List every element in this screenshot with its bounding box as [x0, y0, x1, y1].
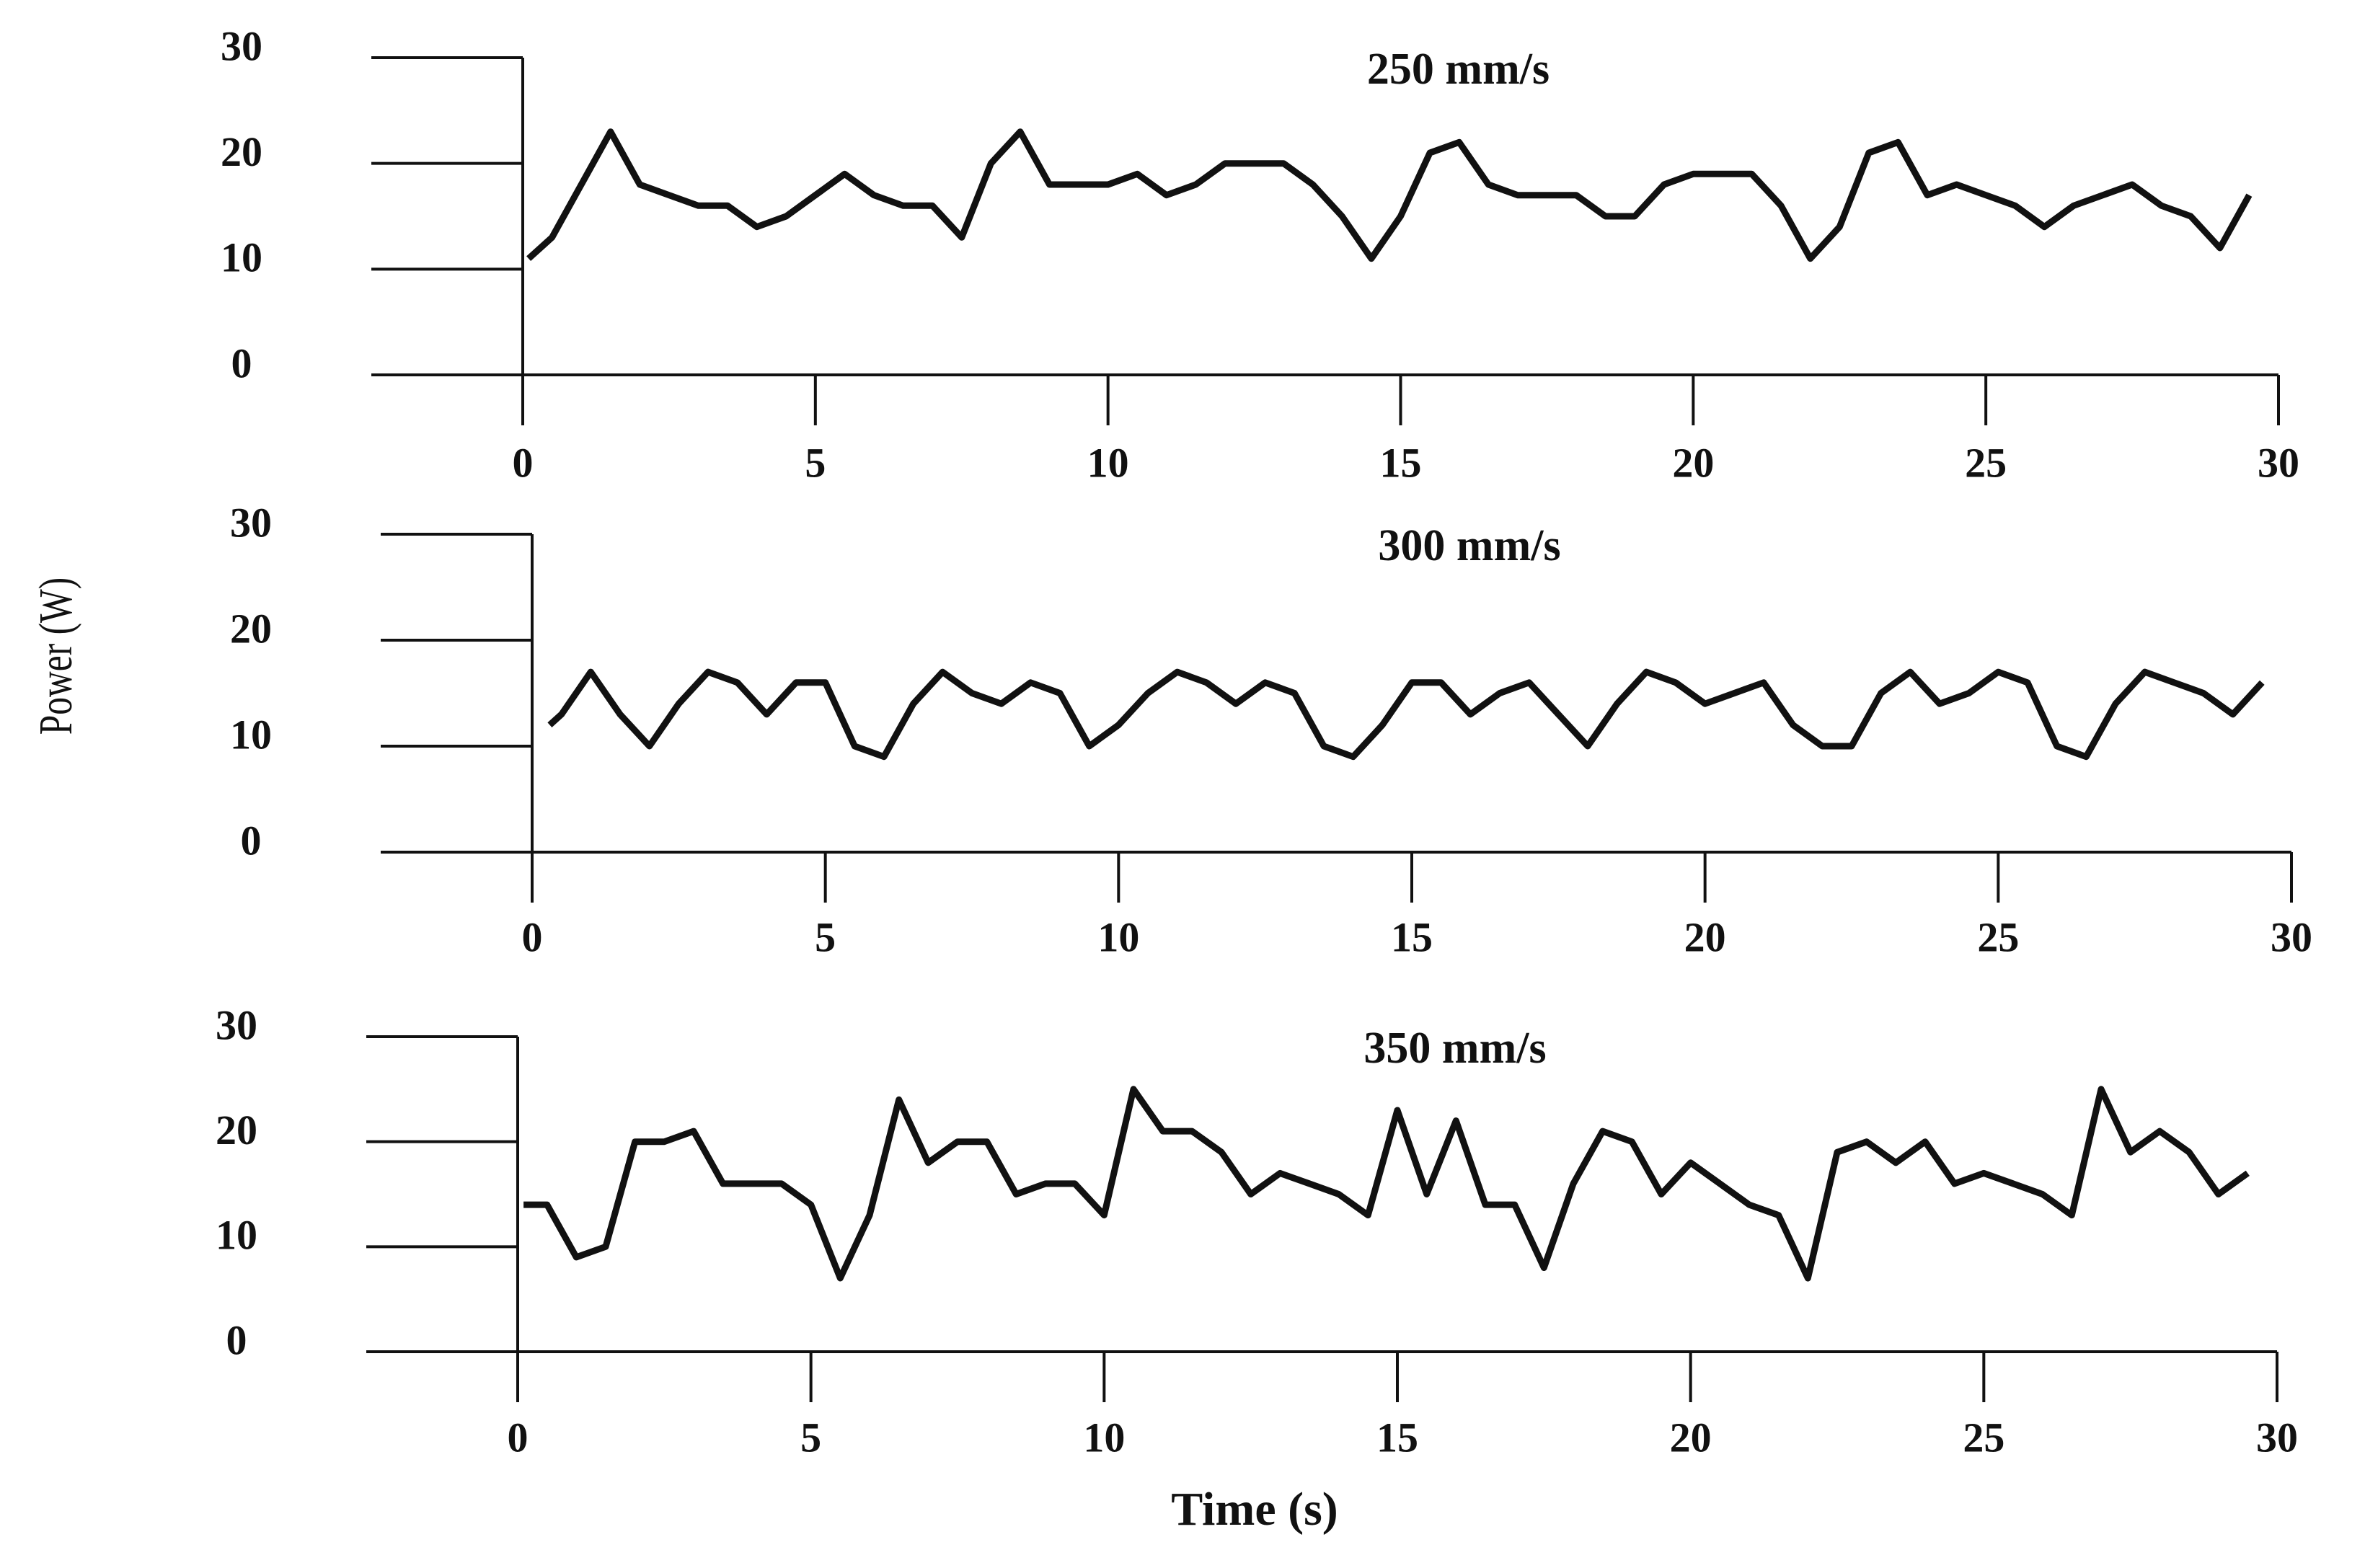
- x-tick-label: 5: [805, 439, 826, 486]
- y-tick-label: 20: [221, 128, 262, 175]
- y-tick-label: 20: [230, 605, 272, 652]
- y-tick-label: 10: [216, 1212, 257, 1259]
- panel-title: 350 mm/s: [1363, 1024, 1546, 1073]
- x-tick-label: 5: [800, 1414, 821, 1461]
- y-tick-label: 0: [241, 817, 262, 864]
- x-tick-label: 30: [2256, 1414, 2298, 1461]
- x-tick-label: 20: [1672, 439, 1714, 486]
- y-axis-label: Power (W): [29, 577, 82, 735]
- y-tick-label: 30: [216, 1001, 257, 1048]
- x-tick-label: 0: [508, 1414, 529, 1461]
- x-tick-label: 15: [1376, 1414, 1418, 1461]
- x-tick-label: 20: [1684, 913, 1726, 960]
- data-line: [547, 668, 2265, 761]
- data-line: [526, 128, 2253, 262]
- y-tick-label: 30: [221, 22, 262, 69]
- x-tick-label: 30: [2271, 913, 2312, 960]
- y-tick-label: 10: [230, 711, 272, 758]
- y-tick-label: 0: [231, 340, 252, 386]
- data-line: [523, 1086, 2250, 1282]
- x-tick-label: 25: [1963, 1414, 2004, 1461]
- x-tick-label: 10: [1083, 1414, 1125, 1461]
- y-tick-label: 0: [226, 1316, 247, 1363]
- y-tick-label: 30: [230, 499, 272, 546]
- panel-title: 250 mm/s: [1367, 45, 1550, 94]
- x-tick-label: 0: [513, 439, 534, 486]
- x-tick-label: 10: [1087, 439, 1129, 486]
- y-tick-label: 20: [216, 1107, 257, 1153]
- x-tick-label: 20: [1670, 1414, 1712, 1461]
- x-tick-label: 15: [1391, 913, 1433, 960]
- x-tick-label: 15: [1380, 439, 1422, 486]
- x-tick-label: 25: [1965, 439, 2007, 486]
- x-tick-label: 10: [1097, 913, 1139, 960]
- x-tick-label: 30: [2258, 439, 2299, 486]
- x-tick-label: 5: [815, 913, 836, 960]
- x-axis-label: Time (s): [1171, 1483, 1338, 1536]
- panel-title: 300 mm/s: [1378, 521, 1560, 570]
- y-tick-label: 10: [221, 234, 262, 281]
- x-tick-label: 0: [522, 913, 543, 960]
- x-tick-label: 25: [1977, 913, 2019, 960]
